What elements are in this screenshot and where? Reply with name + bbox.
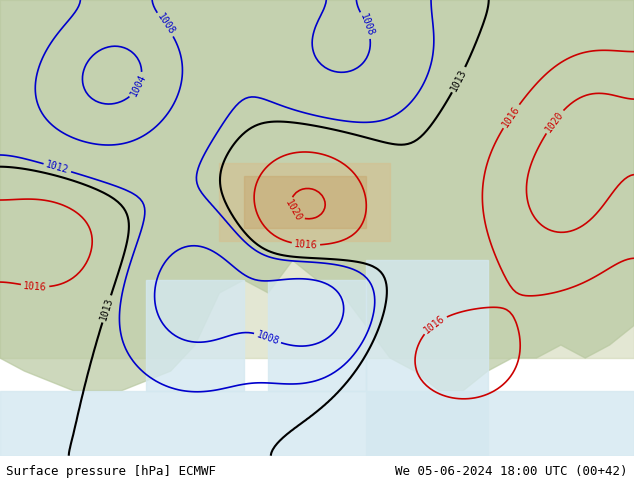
Text: We 05-06-2024 18:00 UTC (00+42): We 05-06-2024 18:00 UTC (00+42) xyxy=(395,465,628,478)
Text: 1012: 1012 xyxy=(44,160,70,176)
Text: 1004: 1004 xyxy=(129,73,148,98)
Polygon shape xyxy=(219,163,390,241)
Polygon shape xyxy=(0,0,634,358)
Text: 1008: 1008 xyxy=(155,12,176,37)
Text: 1016: 1016 xyxy=(23,281,47,292)
Text: 1008: 1008 xyxy=(255,329,280,346)
Text: 1008: 1008 xyxy=(358,12,375,38)
Polygon shape xyxy=(366,260,488,456)
Polygon shape xyxy=(0,391,634,456)
Text: 1013: 1013 xyxy=(449,67,469,93)
Text: 1016: 1016 xyxy=(422,313,447,335)
Text: 1020: 1020 xyxy=(283,198,303,223)
Polygon shape xyxy=(268,280,366,391)
Text: 1016: 1016 xyxy=(294,239,318,250)
Polygon shape xyxy=(0,0,634,391)
Text: Surface pressure [hPa] ECMWF: Surface pressure [hPa] ECMWF xyxy=(6,465,216,478)
Polygon shape xyxy=(244,176,366,228)
Text: 1013: 1013 xyxy=(98,296,115,321)
Polygon shape xyxy=(146,280,244,391)
Text: 1020: 1020 xyxy=(543,109,566,134)
Text: 1016: 1016 xyxy=(500,104,522,129)
